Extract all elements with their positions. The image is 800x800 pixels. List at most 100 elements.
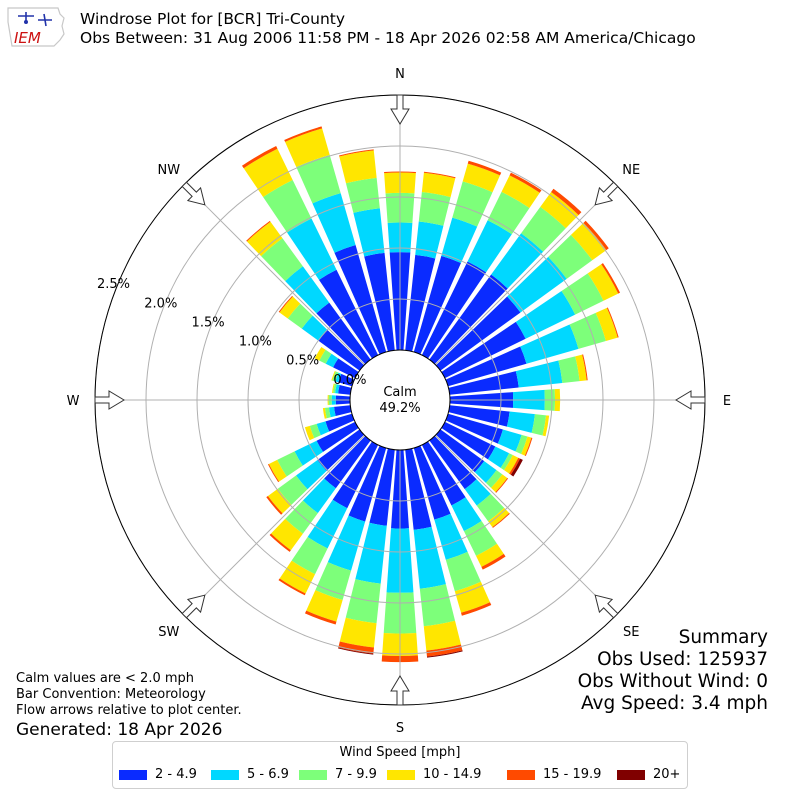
bar-segment-120-bin1: [487, 446, 510, 468]
bar-segment-160-bin3: [454, 581, 491, 613]
legend-item: 20+: [617, 767, 680, 783]
bar-segment-340-bin0: [334, 245, 387, 355]
title-block: Windrose Plot for [BCR] Tri-County Obs B…: [80, 10, 696, 48]
legend-item: 15 - 19.9: [507, 767, 601, 783]
bar-segment-330-bin3: [243, 148, 293, 198]
bar-segment-280-bin3: [332, 383, 335, 393]
bar-segment-110-bin1: [497, 429, 522, 452]
summary-panel: Summary Obs Used: 125937 Obs Without Win…: [578, 627, 768, 715]
bar-segment-220-bin1: [302, 478, 336, 514]
flow-arrow-nw-icon: [181, 181, 206, 206]
bar-segment-140-bin0: [429, 435, 477, 490]
bar-segment-220-bin2: [285, 500, 318, 534]
bar-segment-330-bin4: [241, 146, 278, 169]
bar-segment-190-bin1: [355, 522, 387, 584]
bar-segment-200-bin0: [348, 445, 387, 522]
bar-segment-60-bin1: [515, 291, 576, 339]
bar-segment-20-bin2: [452, 181, 493, 227]
bar-segment-350-bin4: [339, 149, 374, 157]
bar-segment-340-bin4: [284, 126, 323, 142]
radial-tick-label-1: 0.5%: [286, 354, 319, 369]
bar-segment-340-bin1: [312, 193, 356, 253]
bar-segment-30-bin0: [421, 261, 487, 359]
calm-note: Calm values are < 2.0 mph: [16, 671, 195, 686]
bar-segment-30-bin4: [509, 172, 542, 193]
cardinal-label-se: SE: [623, 625, 639, 640]
bar-segment-300-bin2: [319, 349, 332, 364]
radial-tick-label-2: 1.0%: [239, 335, 272, 350]
bar-segment-100-bin1: [506, 411, 535, 433]
bar-segment-110-bin3: [521, 436, 532, 456]
legend-label: 10 - 14.9: [423, 767, 482, 782]
legend-title: Wind Speed [mph]: [339, 745, 461, 760]
bar-segment-10-bin0: [405, 254, 436, 352]
bar-segment-70-bin1: [520, 324, 579, 364]
iem-logo: IEM: [7, 7, 65, 47]
bar-segment-340-bin2: [296, 154, 341, 204]
bar-segment-290-bin0: [338, 373, 355, 387]
bar-segment-260-bin1: [328, 406, 336, 418]
bar-segment-200-bin3: [306, 590, 343, 622]
bar-segment-20-bin3: [462, 163, 500, 193]
bar-segment-170-bin1: [413, 526, 446, 589]
cardinal-label-e: E: [723, 394, 731, 409]
bar-segment-20-bin1: [441, 217, 478, 263]
bar-segment-190-bin2: [345, 579, 381, 624]
flow-arrow-se-icon: [594, 594, 619, 619]
bar-segment-310-bin1: [301, 315, 328, 341]
bar-segment-110-bin4: [524, 437, 533, 457]
summary-obs-without-wind: Obs Without Wind: 0: [577, 671, 768, 692]
bar-segment-20-bin4: [467, 160, 502, 176]
bar-segment-70-bin2: [569, 312, 606, 349]
bar-segment-170-bin5: [426, 650, 463, 658]
bar-segment-30-bin2: [487, 191, 530, 235]
bar-segment-100-bin0: [448, 405, 510, 427]
bar-segment-50-bin0: [435, 296, 521, 371]
flow-arrow-n-icon: [390, 94, 410, 125]
flow-arrow-s-icon: [390, 675, 410, 706]
bar-segment-150-bin4: [481, 553, 506, 570]
bar-segment-330-bin1: [287, 218, 337, 280]
bar-segment-80-bin2: [558, 356, 580, 383]
bar-segment-60-bin4: [601, 263, 621, 294]
bar-segment-320-bin1: [285, 266, 330, 314]
flow-arrow-sw-icon: [181, 594, 206, 619]
bar-segment-250-bin3: [304, 425, 315, 441]
bar-segment-160-bin4: [461, 602, 492, 616]
bar-segment-110-bin0: [445, 413, 503, 444]
bar-segment-280-bin0: [338, 384, 352, 395]
bar-segment-350-bin2: [345, 177, 380, 213]
bar-segment-140-bin1: [464, 479, 491, 506]
bar-segment-190-bin3: [339, 617, 377, 648]
bar-segment-120-bin4: [509, 457, 521, 475]
radial-tick-label-5: 2.5%: [97, 277, 130, 292]
bar-segment-190-bin5: [338, 647, 374, 655]
bar-segment-130-bin2: [485, 470, 503, 488]
bar-segment-50-bin1: [507, 256, 567, 313]
legend-label: 20+: [653, 767, 681, 782]
flow-arrow-w-icon: [94, 390, 125, 410]
cardinal-label-s: S: [396, 721, 404, 736]
bar-segment-70-bin4: [606, 307, 619, 338]
bar-segment-50-bin3: [570, 222, 607, 261]
bar-segment-100-bin3: [542, 415, 550, 437]
bar-segment-290-bin3: [331, 370, 336, 381]
bar-segment-230-bin1: [296, 459, 327, 490]
legend-swatch: [119, 769, 147, 780]
bar-segment-150-bin1: [451, 497, 482, 532]
bar-segment-80-bin3: [575, 354, 587, 382]
bar-segment-310-bin0: [318, 329, 365, 371]
flow-arrow-e-icon: [675, 390, 706, 410]
flow-arrow-ne-icon: [594, 181, 619, 206]
legend-label: 15 - 19.9: [543, 767, 602, 782]
bar-segment-250-bin2: [309, 423, 321, 439]
bar-segment-310-bin4: [278, 295, 293, 313]
bar-segment-10-bin4: [423, 171, 456, 179]
bar-segment-330-bin0: [319, 269, 379, 359]
bar-segment-210-bin2: [291, 537, 328, 575]
bar-segment-280-bin1: [335, 384, 340, 394]
flow-arrows-note: Flow arrows relative to plot center.: [16, 703, 242, 718]
bar-segment-250-bin1: [316, 421, 330, 436]
bar-segment-130-bin1: [474, 461, 497, 483]
